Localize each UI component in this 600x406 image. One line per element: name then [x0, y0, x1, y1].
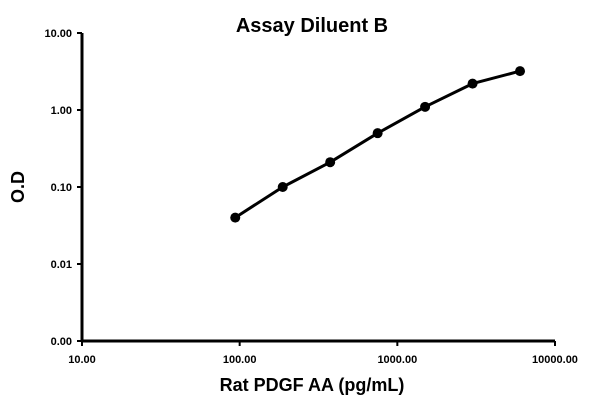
y-tick-label: 0.00	[51, 336, 72, 348]
y-tick-label: 10.00	[44, 28, 72, 40]
x-tick-label: 1000.00	[377, 354, 417, 366]
data-point	[515, 66, 526, 77]
x-tick-label: 100.00	[223, 354, 257, 366]
data-point	[277, 182, 288, 192]
y-tick-label: 0.10	[51, 182, 72, 194]
x-tick-label: 10.00	[68, 354, 96, 366]
data-point	[420, 101, 431, 112]
data-point	[325, 157, 336, 168]
data-point	[372, 128, 383, 139]
data-point	[467, 78, 478, 89]
y-axis-label: O.D	[8, 171, 28, 203]
x-tick-label: 10000.00	[532, 354, 578, 366]
y-tick-label: 0.01	[51, 259, 72, 271]
x-axis-label: Rat PDGF AA (pg/mL)	[220, 375, 405, 395]
y-tick-label: 1.00	[51, 105, 72, 117]
data-point	[230, 212, 241, 223]
data-series	[230, 66, 526, 223]
chart-title: Assay Diluent B	[236, 15, 388, 37]
series-line	[234, 69, 521, 219]
axes: 0.00 0.01 0.10 1.00 10.00 10.00 100.00 1000.00 1…	[44, 28, 577, 366]
